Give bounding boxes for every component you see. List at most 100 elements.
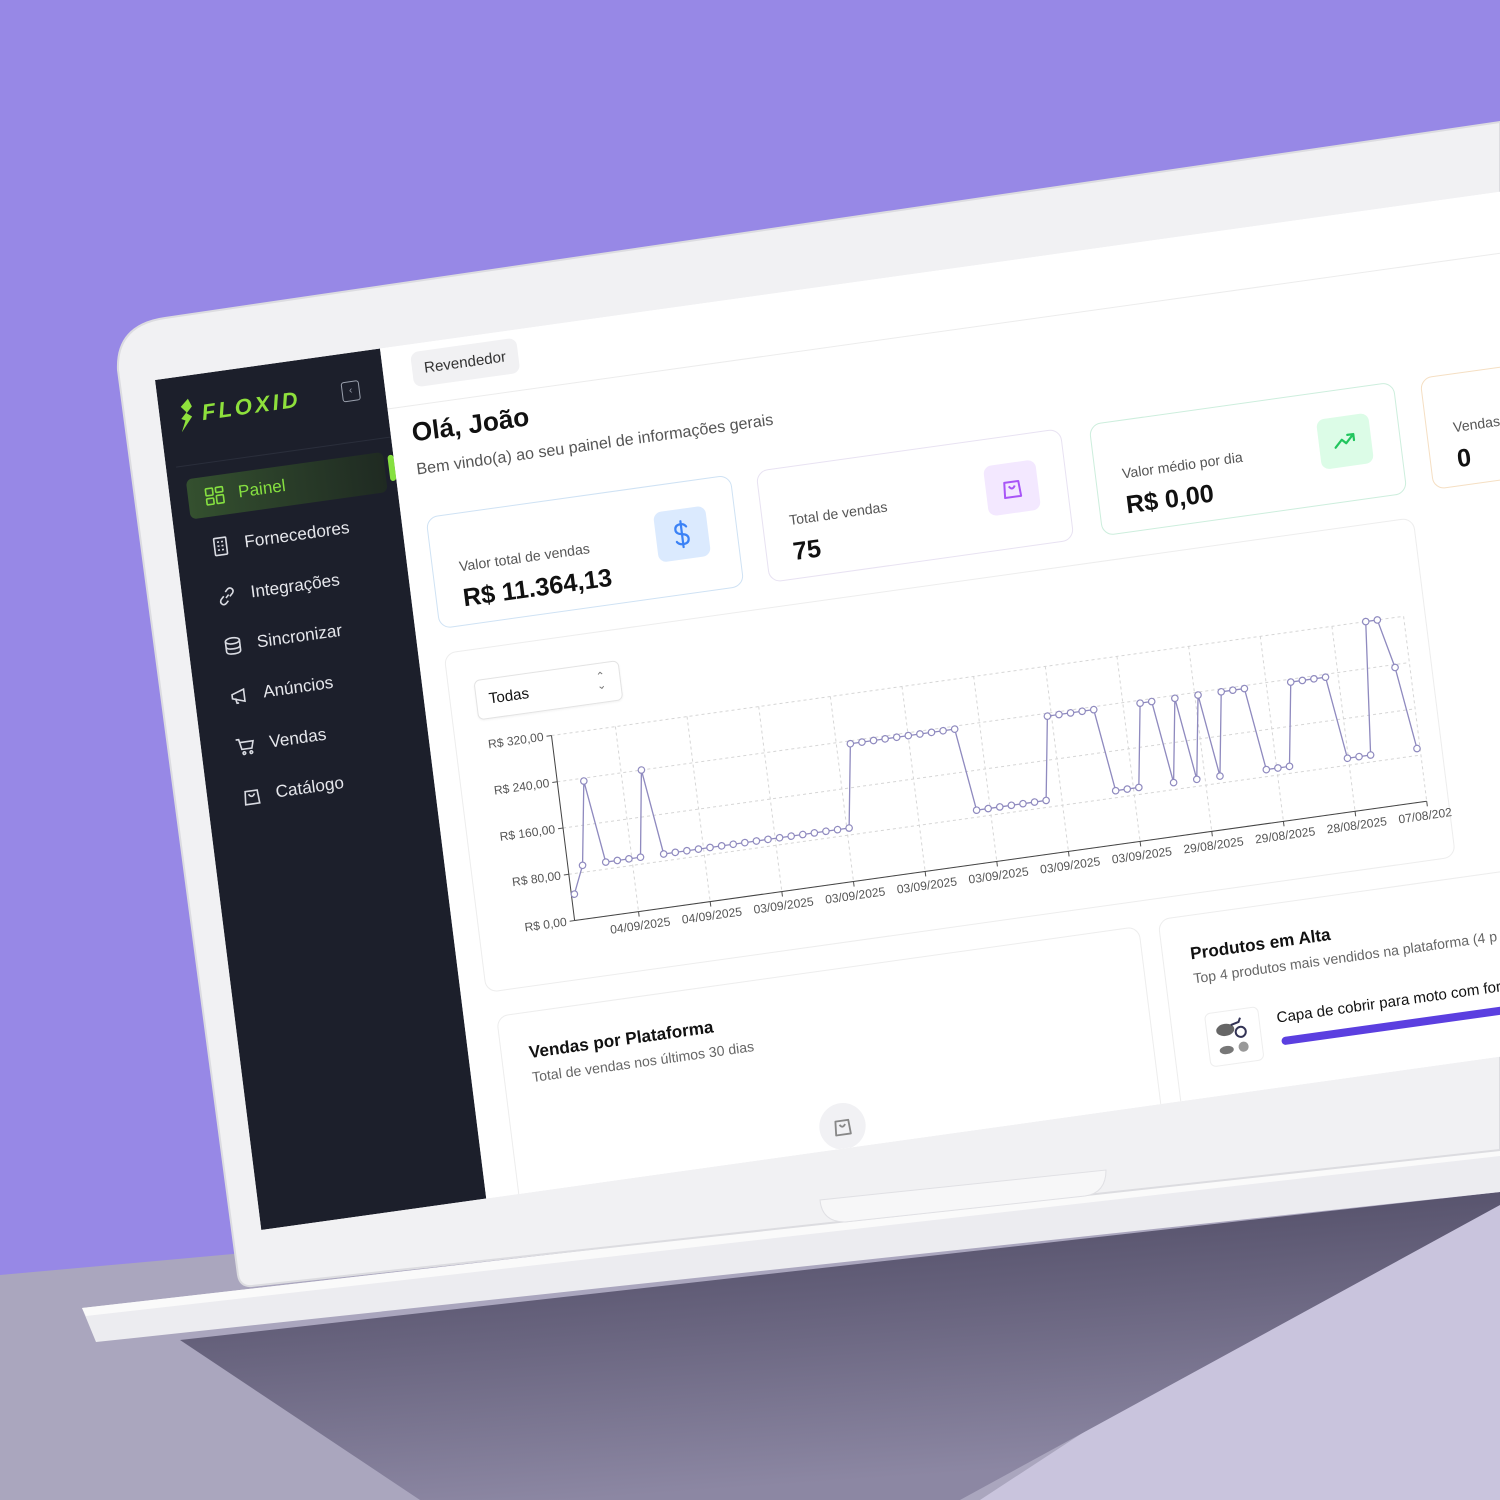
y-tick [552, 781, 558, 784]
data-point [764, 835, 772, 844]
y-tick [569, 920, 575, 922]
data-point [1262, 765, 1271, 774]
data-point [1217, 687, 1226, 696]
data-point [1355, 752, 1363, 761]
sidebar-item-painel[interactable]: Painel [185, 451, 388, 520]
data-point [729, 840, 738, 849]
data-point [858, 738, 866, 746]
x-gridline [1259, 636, 1284, 822]
data-point [625, 855, 633, 863]
y-tick-label: R$ 240,00 [493, 776, 550, 798]
collapse-sidebar-icon[interactable]: ‹ [340, 380, 361, 403]
sidebar-item-vendas[interactable]: Vendas [217, 702, 419, 770]
data-point [578, 861, 587, 870]
data-point [833, 825, 842, 834]
sidebar-item-fornecedores[interactable]: Fornecedores [192, 502, 394, 570]
building-icon [212, 536, 229, 557]
sidebar-item-integracoes[interactable]: Integrações [198, 552, 400, 620]
stat-label: Valor médio por dia [1121, 448, 1244, 482]
data-point [927, 728, 936, 737]
sidebar-item-anuncios[interactable]: Anúncios [211, 652, 413, 720]
data-point [1391, 663, 1399, 672]
x-gridline [901, 686, 926, 872]
sidebar-item-label: Vendas [268, 724, 328, 752]
link-icon [219, 587, 234, 606]
trending-up-icon [1315, 412, 1375, 470]
data-point [822, 827, 830, 836]
x-tick [1354, 811, 1357, 817]
data-point [601, 858, 610, 866]
x-tick-label: 28/08/2025 [1326, 814, 1388, 836]
data-point [1361, 617, 1370, 626]
data-point [1111, 786, 1120, 795]
sidebar: FLOXID ‹ Painel Fornecedores Integrações Si… [155, 348, 487, 1230]
data-point [1366, 751, 1375, 759]
data-point [1171, 694, 1179, 703]
x-tick-label: 07/08/2025 [1398, 804, 1458, 826]
stat-card-total-value: Valor total de vendas R$ 11.364,13 [425, 474, 745, 630]
data-point [1216, 772, 1224, 780]
dashboard-screen: FLOXID ‹ Painel Fornecedores Integrações Si… [155, 170, 1500, 1230]
data-point [846, 739, 855, 748]
x-tick-label: 03/09/2025 [824, 884, 886, 906]
y-tick [563, 873, 569, 876]
x-gridline [758, 706, 783, 892]
x-gridline [829, 696, 854, 882]
product-thumbnail [1203, 1006, 1265, 1068]
x-gridline [1331, 626, 1356, 812]
data-point [845, 824, 853, 832]
laptop-notch [819, 1169, 1107, 1223]
x-tick [638, 911, 640, 917]
x-tick [1067, 851, 1070, 857]
x-tick [1282, 821, 1285, 827]
data-point [1373, 616, 1382, 624]
x-tick [781, 891, 783, 897]
data-point [1343, 754, 1352, 763]
x-gridline [1188, 646, 1213, 832]
stat-card-average-per-day: Valor médio por dia R$ 0,00 [1088, 381, 1408, 537]
data-point [752, 837, 761, 845]
y-tick-label: R$ 0,00 [524, 915, 568, 935]
data-point [1135, 783, 1143, 792]
logo-text: FLOXID [200, 386, 303, 426]
x-gridline [1044, 666, 1069, 852]
data-point [1274, 764, 1282, 772]
data-point [775, 833, 784, 842]
shopping-bag-icon [982, 459, 1042, 517]
data-point [1194, 691, 1202, 699]
data-point [1192, 775, 1201, 784]
x-tick-label: 03/09/2025 [968, 864, 1030, 886]
sidebar-item-sincronizar[interactable]: Sincronizar [205, 602, 407, 670]
sidebar-item-label: Fornecedores [243, 517, 351, 552]
database-icon [224, 636, 242, 655]
x-tick [1426, 801, 1428, 807]
x-tick-label: 03/09/2025 [753, 894, 815, 916]
sales-chart-card: Todas ⌃ ⌄ R$ 0,00 R$ 80,00 R$ 160,00 R$ 240,… [443, 517, 1458, 993]
data-point [984, 804, 993, 813]
motorcycle-cover-image [1216, 1017, 1249, 1055]
x-tick [1211, 831, 1213, 837]
sidebar-item-label: Catálogo [274, 772, 345, 802]
y-tick-label: R$ 160,00 [499, 822, 556, 844]
x-tick [852, 881, 855, 887]
megaphone-icon [231, 687, 246, 705]
dollar-icon [652, 505, 712, 563]
x-tick-label: 29/08/2025 [1254, 824, 1316, 846]
stat-label: Vendas [1452, 412, 1500, 436]
top-products-card: Produtos em Alta Top 4 produtos mais ven… [1157, 829, 1500, 1180]
data-point [706, 843, 714, 852]
stat-value: R$ 0,00 [1124, 479, 1216, 520]
platform-sales-card: Vendas por Plataforma Total de vendas no… [496, 926, 1172, 1230]
shopping-bag-icon [244, 789, 261, 806]
data-point [1286, 678, 1295, 686]
y-axis [551, 735, 576, 921]
data-point [717, 842, 726, 850]
y-tick-label: R$ 320,00 [487, 730, 544, 752]
data-point [636, 853, 645, 862]
stat-value: R$ 11.364,13 [461, 563, 614, 613]
x-axis [574, 800, 1427, 922]
sidebar-item-catalogo[interactable]: Catálogo [223, 752, 425, 820]
data-point [1007, 801, 1016, 810]
x-gridline [1116, 656, 1141, 842]
data-point [1066, 709, 1075, 717]
